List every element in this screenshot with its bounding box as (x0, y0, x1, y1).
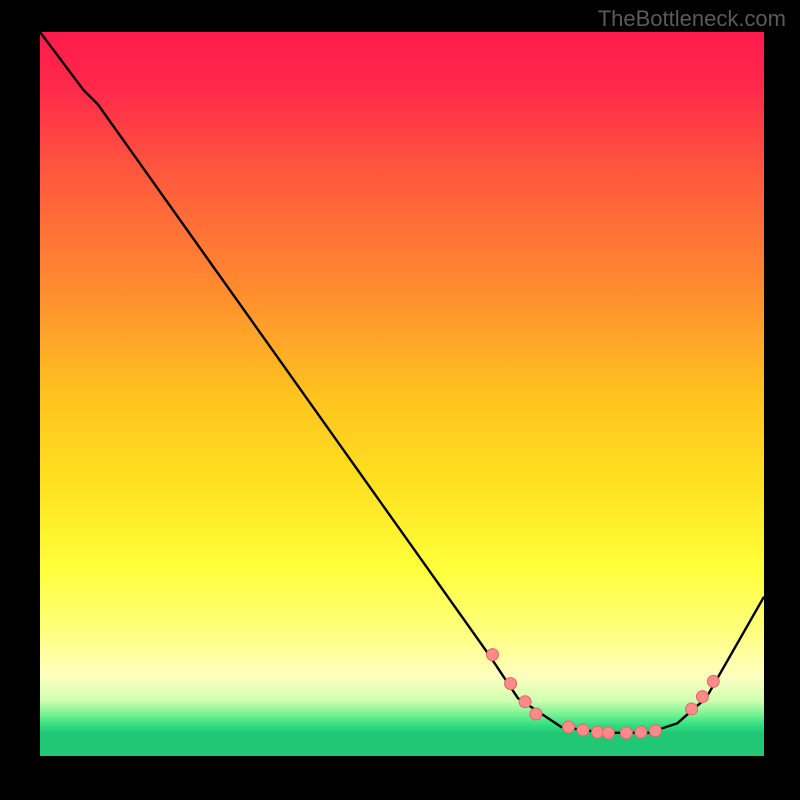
marker-dot (635, 726, 647, 738)
marker-dot (591, 726, 603, 738)
marker-dot (707, 675, 719, 687)
marker-dot (487, 649, 499, 661)
marker-dot (602, 727, 614, 739)
chart-svg (40, 32, 764, 756)
marker-dot (519, 696, 531, 708)
marker-dot (696, 691, 708, 703)
marker-dot (530, 708, 542, 720)
watermark-text: TheBottleneck.com (598, 6, 786, 32)
marker-dot (686, 703, 698, 715)
marker-dot (563, 721, 575, 733)
marker-dot (505, 678, 517, 690)
gradient-background (40, 32, 764, 756)
marker-dot (620, 727, 632, 739)
marker-dot (649, 725, 661, 737)
marker-dot (577, 724, 589, 736)
chart-area (40, 32, 764, 756)
